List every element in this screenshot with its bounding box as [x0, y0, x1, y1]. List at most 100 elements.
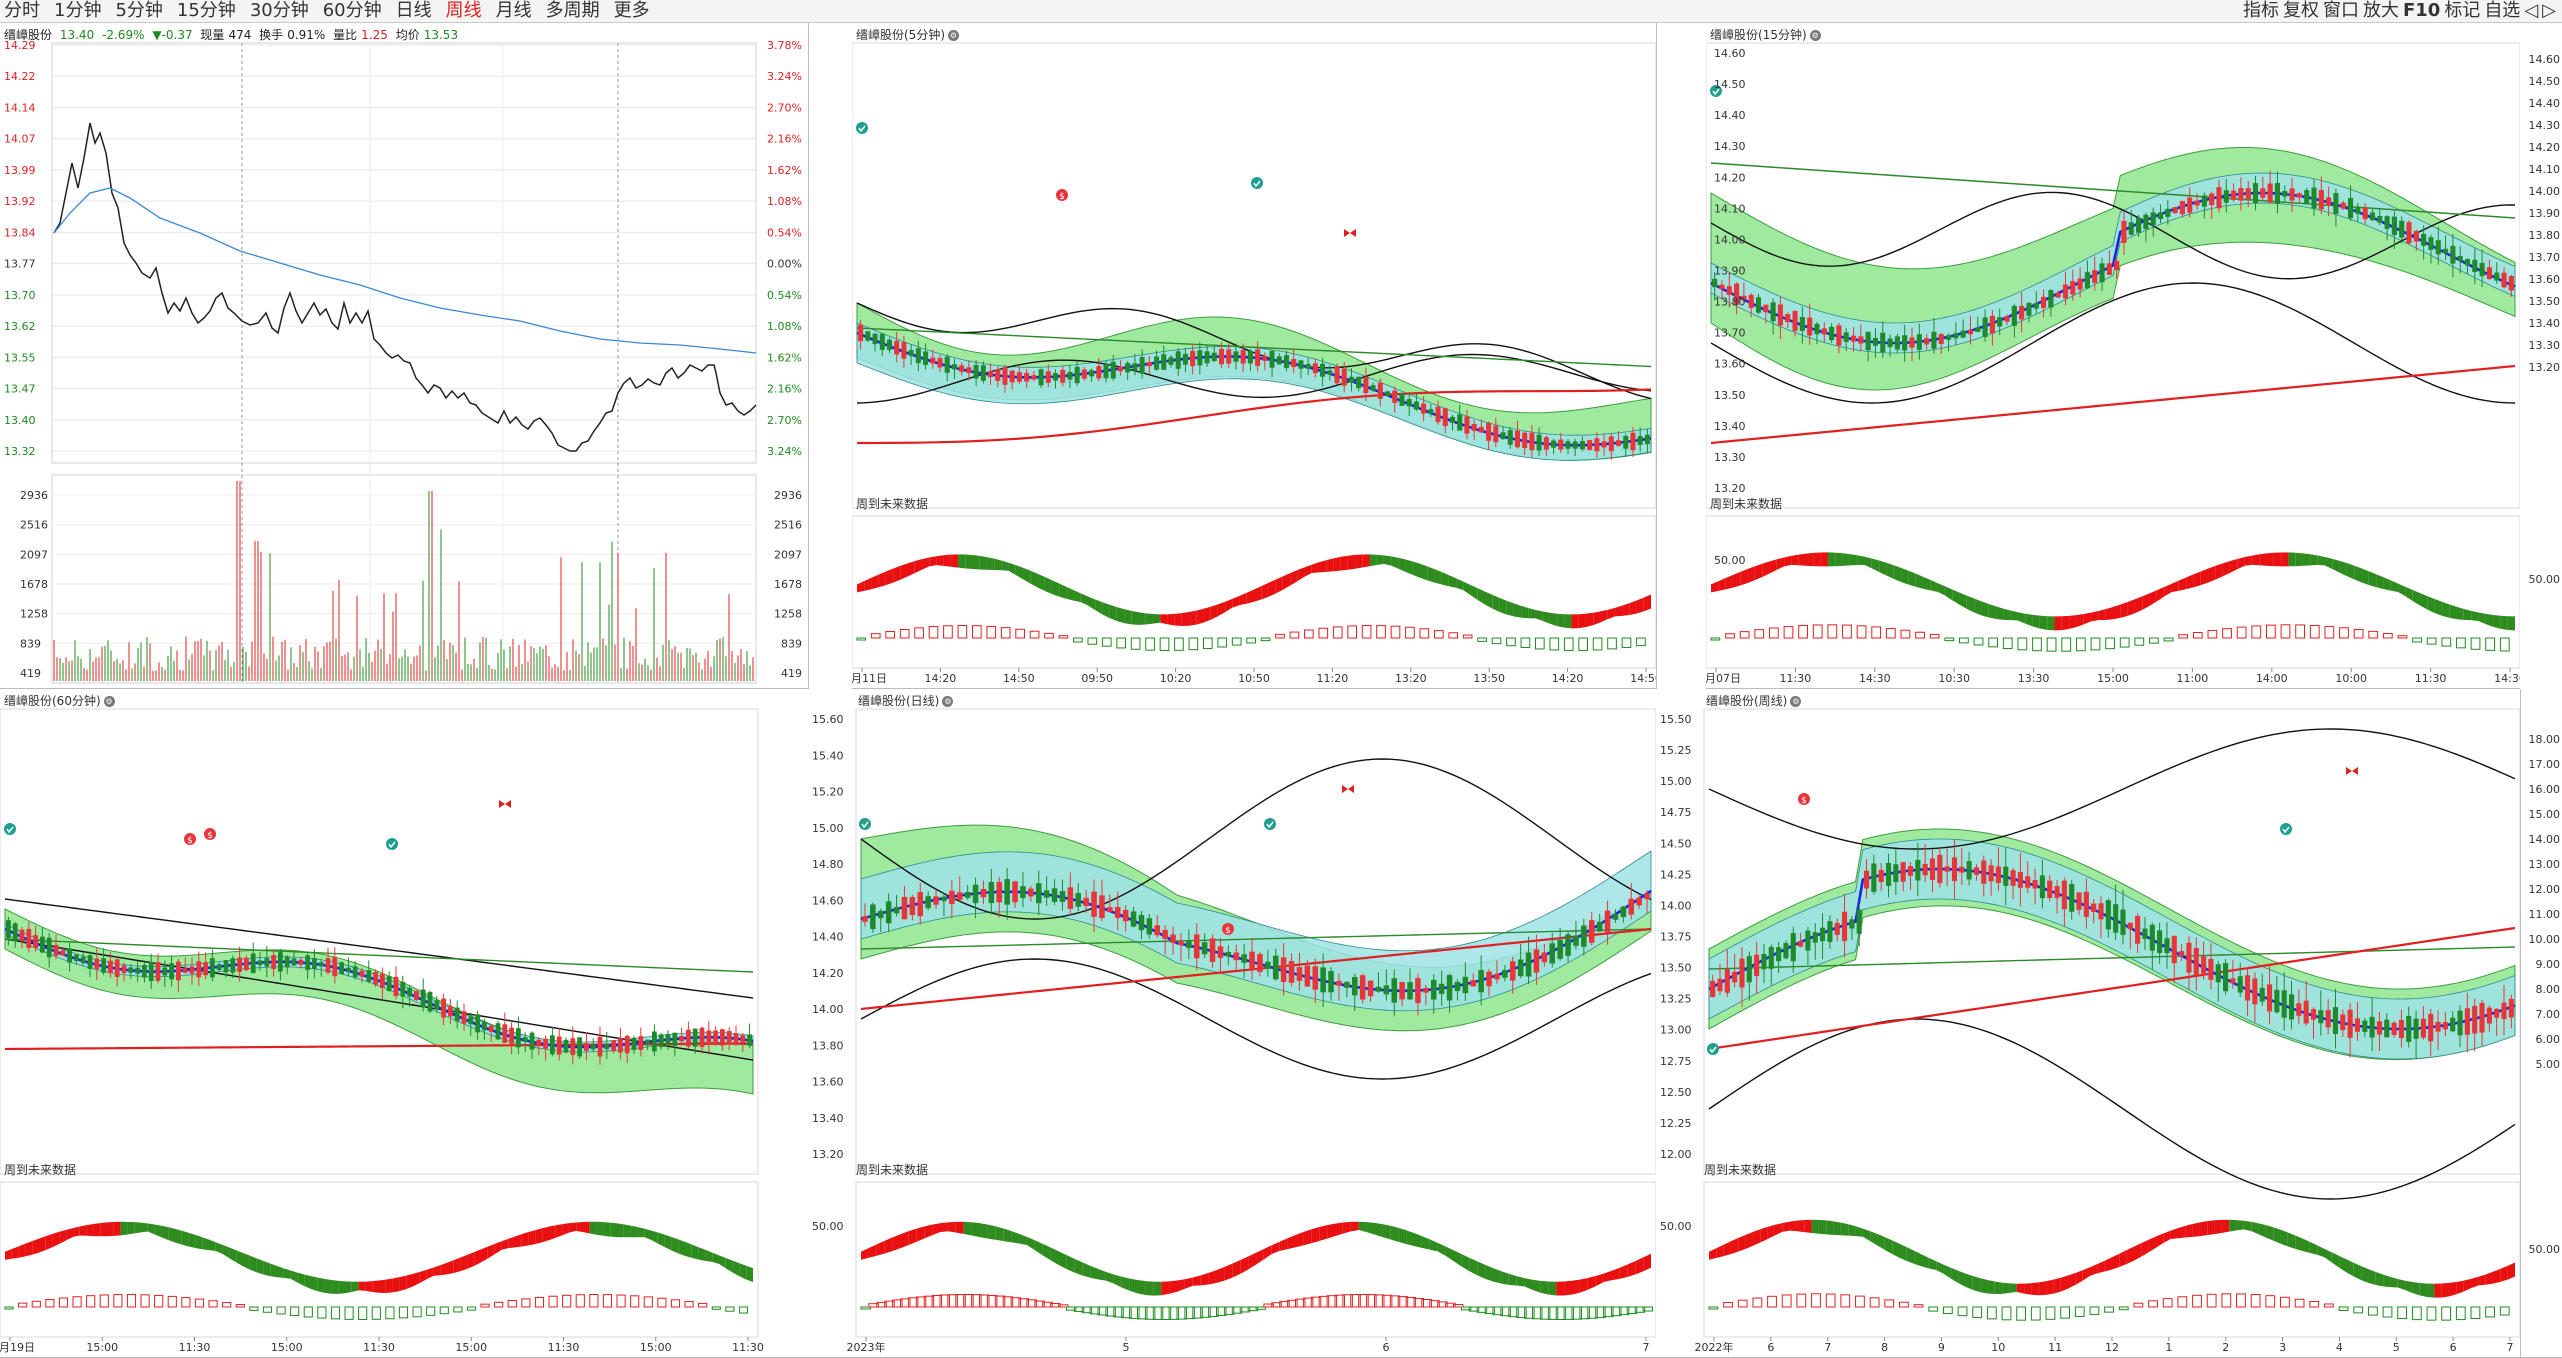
- osc-ribbon: [440, 1262, 447, 1276]
- candle-body: [434, 1000, 440, 1010]
- osc-ribbon: [2471, 610, 2479, 622]
- osc-ribbon: [1959, 592, 1967, 609]
- period-tab[interactable]: 多周期: [545, 0, 600, 21]
- period-tab[interactable]: 周线: [445, 0, 482, 21]
- stock-name: 缙嶂股份: [4, 28, 53, 42]
- osc-bar: [1018, 1298, 1029, 1308]
- osc-bar: [1549, 637, 1560, 651]
- gear-icon[interactable]: ⚙: [942, 696, 954, 707]
- gear-icon[interactable]: ⚙: [948, 30, 959, 41]
- check-marker: [1710, 85, 1722, 97]
- osc-ribbon: [2127, 599, 2135, 616]
- candle-body: [1182, 353, 1188, 365]
- candle-body: [2442, 1022, 2448, 1030]
- tool-button[interactable]: ▷: [2542, 0, 2556, 21]
- osc-ribbon: [1003, 1228, 1012, 1243]
- osc-bar: [1419, 628, 1430, 639]
- candle-body: [1834, 922, 1840, 935]
- osc-bar: [1798, 625, 1808, 639]
- osc-bar: [1366, 1294, 1377, 1308]
- candles: [6, 916, 752, 1065]
- osc-ribbon: [1870, 1231, 1878, 1246]
- tool-button[interactable]: ◁: [2524, 0, 2539, 21]
- tool-button[interactable]: 标记: [2444, 0, 2481, 21]
- osc-ribbon: [907, 561, 915, 577]
- y-tick: 13.20: [812, 1148, 844, 1161]
- period-tab[interactable]: 30分钟: [249, 0, 309, 21]
- tool-button[interactable]: 窗口: [2322, 0, 2359, 21]
- candle-body: [1529, 432, 1535, 451]
- osc-ribbon: [1287, 1235, 1296, 1250]
- osc-bar: [1200, 1306, 1211, 1318]
- candle-body: [1327, 370, 1333, 375]
- gear-icon[interactable]: ⚙: [1790, 696, 1802, 707]
- gear-icon[interactable]: ⚙: [103, 696, 115, 707]
- candle-body: [1336, 980, 1342, 986]
- gear-icon[interactable]: ⚙: [1809, 30, 1821, 41]
- tool-button[interactable]: 指标: [2242, 0, 2279, 21]
- intraday-chart[interactable]: 14.29 3.78%14.22 3.24%14.14 2.70%14.07 2.16%…: [0, 23, 808, 688]
- candle-body: [862, 916, 868, 922]
- osc-ribbon: [1326, 558, 1334, 572]
- day-chart[interactable]: $15.6015.4015.2015.0014.8014.6014.4014.2…: [808, 689, 1656, 1357]
- candle-body: [1442, 408, 1448, 427]
- osc-bar: [385, 1306, 395, 1320]
- candle-body: [2310, 1009, 2317, 1020]
- osc-bar: [1973, 637, 1984, 646]
- m60-panel: 缙嶂股份(60分钟)⚙ $$06月19日15:0011:3015:0011:30…: [0, 689, 809, 1358]
- osc-ribbon: [1782, 1221, 1790, 1232]
- period-tab[interactable]: 月线: [495, 0, 532, 21]
- candle-body: [1363, 377, 1369, 394]
- candle-body: [879, 333, 885, 350]
- osc-ribbon: [1340, 555, 1348, 571]
- candle-body: [12, 923, 18, 942]
- osc-ribbon: [2302, 1238, 2310, 1253]
- osc-bar: [1477, 637, 1487, 642]
- osc-bar: [1634, 1306, 1646, 1313]
- osc-ribbon: [406, 1273, 413, 1290]
- candle-body: [80, 956, 86, 964]
- osc-ribbon: [1899, 1243, 1907, 1262]
- y-tick: 13.50: [2529, 295, 2561, 308]
- tool-button[interactable]: 自选: [2484, 0, 2521, 21]
- osc-ribbon: [1716, 1244, 1724, 1258]
- candle-body: [1341, 368, 1347, 386]
- osc-ribbon: [864, 577, 872, 591]
- period-tab[interactable]: 1分钟: [54, 0, 102, 21]
- period-tab[interactable]: 分时: [4, 0, 40, 21]
- y-tick: 14.60: [1714, 47, 1746, 60]
- candle-body: [2054, 886, 2060, 899]
- period-tab[interactable]: 更多: [613, 0, 650, 21]
- period-tab[interactable]: 5分钟: [115, 0, 163, 21]
- pct-tick: 3.78%: [767, 39, 802, 52]
- osc-ribbon: [2163, 1230, 2171, 1244]
- osc-ribbon: [1709, 1248, 1717, 1260]
- osc-ribbon: [596, 1221, 604, 1236]
- m15-chart[interactable]: $14.6014.5014.4014.3014.2014.1014.0013.9…: [1706, 23, 2520, 688]
- tool-button[interactable]: 放大: [2362, 0, 2399, 21]
- candle-body: [298, 959, 304, 965]
- candle-body: [2274, 989, 2280, 1013]
- osc-ribbon: [1820, 552, 1828, 567]
- period-tab[interactable]: 60分钟: [322, 0, 382, 21]
- osc-bar: [2485, 1306, 2495, 1318]
- period-tab[interactable]: 15分钟: [176, 0, 236, 21]
- butterfly-icon: [499, 800, 511, 808]
- m60-chart[interactable]: $$06月19日15:0011:3015:0011:3015:0011:3015…: [0, 689, 808, 1357]
- week-chart[interactable]: $15.5015.2515.0014.7514.5014.2514.0013.7…: [1656, 689, 2520, 1357]
- candle-body: [2245, 188, 2251, 200]
- osc-bar: [1928, 1306, 1939, 1312]
- osc-bar: [1524, 1306, 1535, 1319]
- osc-bar: [1957, 1306, 1968, 1317]
- tool-button[interactable]: F10: [2402, 0, 2441, 21]
- osc-bar: [1929, 633, 1940, 639]
- candle-body: [858, 324, 864, 342]
- candle-body: [1430, 979, 1437, 1000]
- osc-ribbon: [93, 1223, 101, 1237]
- m5-chart[interactable]: $07月11日14:2014:5009:5010:2010:5011:2013:…: [852, 23, 1656, 688]
- candle-body: [1204, 351, 1210, 364]
- long-ma: [1710, 162, 2516, 219]
- period-tab[interactable]: 日线: [395, 0, 432, 21]
- tool-button[interactable]: 复权: [2282, 0, 2319, 21]
- osc-ribbon: [1611, 1267, 1620, 1281]
